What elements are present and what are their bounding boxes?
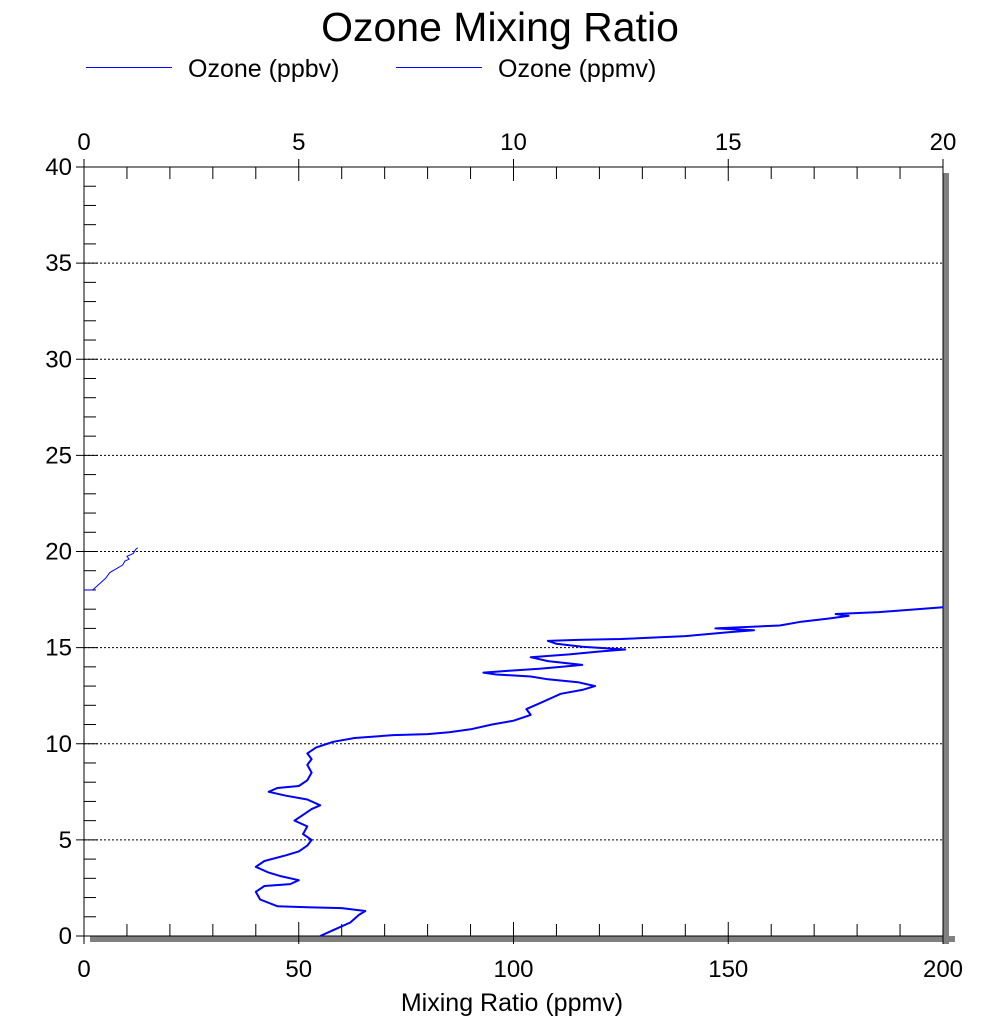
legend-swatch-ppmv [396,67,482,68]
y-tick-label-35: 35 [45,250,72,277]
y-tick-label-40: 40 [45,154,72,181]
x-bottom-tick-label-50: 50 [285,956,312,983]
x-top-tick-label-10: 10 [500,129,527,156]
x-top-tick-label-15: 15 [715,129,742,156]
y-tick-label-5: 5 [59,827,72,854]
y-tick-label-0: 0 [59,923,72,950]
x-top-tick-label-5: 5 [292,129,305,156]
x-axis-label: Mixing Ratio (ppmv) [400,989,624,1017]
x-top-tick-label-0: 0 [77,129,90,156]
y-tick-label-30: 30 [45,346,72,373]
x-bottom-tick-label-100: 100 [493,956,533,983]
series-line-ppmv [84,547,139,591]
x-bottom-tick-label-200: 200 [923,956,963,983]
y-tick-label-25: 25 [45,442,72,469]
series-line-ppbv [254,606,944,937]
legend-swatch-ppbv [86,67,172,68]
x-bottom-tick-label-0: 0 [77,956,90,983]
frame-shadow-bottom [90,936,955,942]
legend-label-ppmv: Ozone (ppmv) [498,55,657,83]
y-tick-label-15: 15 [45,635,72,662]
y-tick-label-20: 20 [45,539,72,566]
x-top-tick-label-20: 20 [930,129,957,156]
chart-title: Ozone Mixing Ratio [321,4,679,50]
frame-shadow-right [943,173,949,944]
y-tick-label-10: 10 [45,731,72,758]
x-bottom-tick-label-150: 150 [708,956,748,983]
legend-label-ppbv: Ozone (ppbv) [188,55,340,83]
